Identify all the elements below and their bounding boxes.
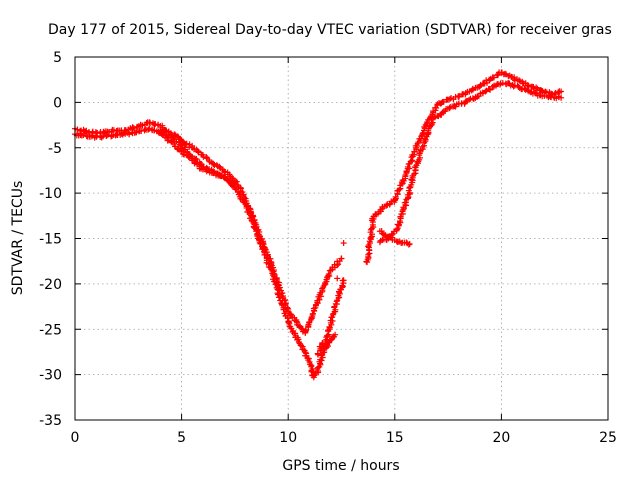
data-point: [393, 226, 400, 233]
y-tick-label: -5: [48, 141, 62, 157]
data-point: [179, 150, 186, 157]
data-point: [221, 168, 228, 175]
data-point: [82, 128, 89, 135]
data-point: [334, 275, 341, 282]
data-point: [423, 120, 430, 127]
data-point: [335, 261, 342, 268]
data-point: [552, 90, 559, 97]
grid: [75, 57, 608, 420]
data-point: [325, 271, 332, 278]
data-point: [404, 163, 411, 170]
data-point: [256, 239, 263, 246]
x-tick-label: 15: [386, 430, 404, 446]
data-point: [365, 251, 372, 258]
data-point: [406, 240, 413, 247]
data-point: [193, 155, 200, 162]
data-point: [152, 121, 159, 128]
data-point: [319, 285, 326, 292]
y-tick-label: -10: [39, 186, 62, 202]
data-point: [332, 331, 339, 338]
data-point: [388, 198, 395, 205]
data-point: [130, 125, 137, 132]
data-point: [138, 128, 145, 135]
y-tick-label: -30: [39, 368, 62, 384]
data-point: [80, 132, 87, 139]
y-tick-label: -20: [39, 277, 62, 293]
data-point: [368, 234, 375, 241]
data-point: [183, 140, 190, 147]
data-point: [93, 132, 100, 139]
data-points: [72, 69, 565, 381]
data-point: [210, 161, 217, 168]
y-tick-label: -15: [39, 232, 62, 248]
data-point: [558, 94, 565, 101]
data-point: [466, 96, 473, 103]
data-point: [211, 169, 218, 176]
y-tick-label: 0: [53, 95, 62, 111]
x-tick-label: 20: [492, 430, 510, 446]
data-point: [469, 85, 476, 92]
data-point: [439, 109, 446, 116]
data-point: [268, 266, 275, 273]
data-point: [419, 130, 426, 137]
data-point: [516, 77, 523, 84]
y-tick-label: 5: [53, 50, 62, 66]
data-point: [405, 241, 412, 248]
x-tick-label: 10: [279, 430, 297, 446]
data-point: [456, 92, 463, 99]
data-point: [422, 136, 429, 143]
data-point: [210, 168, 217, 175]
chart-title: Day 177 of 2015, Sidereal Day-to-day VTE…: [48, 22, 612, 38]
data-point: [490, 74, 497, 81]
data-point: [558, 88, 565, 95]
data-point: [482, 88, 489, 95]
data-point: [104, 132, 111, 139]
y-tick-label: -35: [39, 413, 62, 429]
data-point: [293, 318, 300, 325]
data-point: [300, 346, 307, 353]
data-point: [338, 255, 345, 262]
x-axis-label: GPS time / hours: [282, 458, 399, 474]
data-point: [533, 84, 540, 91]
data-point: [298, 325, 305, 332]
y-axis-label: SDTVAR / TECUs: [10, 181, 26, 296]
data-point: [214, 170, 221, 177]
data-point: [502, 70, 509, 77]
data-point: [521, 85, 528, 92]
data-point: [261, 251, 268, 258]
y-tick-label: -25: [39, 322, 62, 338]
data-point: [542, 88, 549, 95]
x-tick-label: 5: [177, 430, 186, 446]
data-point: [252, 225, 259, 232]
x-tick-label: 0: [71, 430, 80, 446]
data-point: [477, 83, 484, 90]
axis-ticks: 0 5 10 15 20 25 -35 -30 -25 -20 -15 -10 -5 0 5: [39, 50, 617, 446]
data-point: [309, 310, 316, 317]
x-tick-label: 25: [599, 430, 617, 446]
data-point: [231, 180, 238, 187]
data-point: [379, 230, 386, 237]
data-point: [340, 277, 347, 284]
data-point: [231, 181, 238, 188]
data-point: [340, 240, 347, 247]
data-point: [396, 186, 403, 193]
